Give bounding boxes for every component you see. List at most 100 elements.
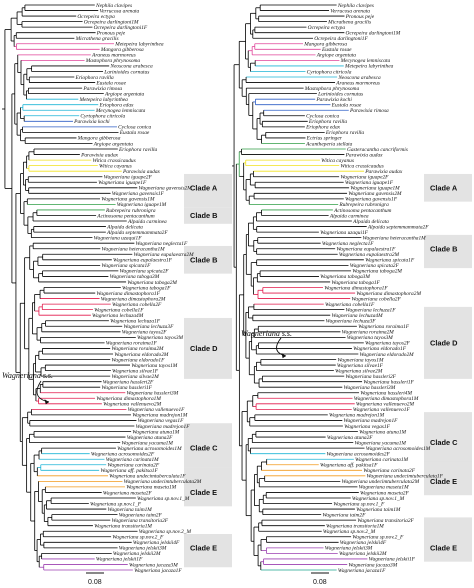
taxon-label: Wagneriana aff. pakitsa1F xyxy=(100,467,158,474)
taxon-label: Wagneriana acrosomoides1M xyxy=(117,446,182,452)
taxon-label: Ocrepeira ectypa xyxy=(308,25,346,31)
taxon-label: Wagneriana eupalaestra1F xyxy=(336,247,396,253)
taxon-label: Argiope argentata xyxy=(93,141,134,147)
taxon-label: Mangora gibberosa xyxy=(77,136,121,142)
clade-box xyxy=(424,306,472,379)
taxon-label: Pronous peje xyxy=(345,14,375,20)
taxon-label: Larinioides cornutus xyxy=(103,69,149,75)
taxon-label: Wagneriana jelskii3M xyxy=(119,546,167,552)
taxon-label: Wagneriana jacaza1F xyxy=(338,568,386,574)
taxon-label: Eriophora edax xyxy=(305,125,341,131)
taxon-label: Parawixia audax xyxy=(122,169,161,175)
taxon-label: Mangora gibberosa xyxy=(303,42,347,48)
taxon-label: Parawixia kochi xyxy=(315,97,352,103)
taxon-label: Metepeira labyrinthea xyxy=(79,97,129,103)
clade-box xyxy=(424,412,472,462)
taxon-label: Argiope argentata xyxy=(104,91,145,97)
taxon-label: Wagneriana silvae2M xyxy=(111,374,159,380)
clade-box xyxy=(184,207,232,224)
taxon-label: Wagneriana maseta1M xyxy=(359,485,409,491)
taxon-label: Eriophora ravilla xyxy=(118,147,157,153)
taxon-label: Gasteracantha cancriformis xyxy=(347,146,408,153)
wagneriana-ss-label: Wagneriana s.s. xyxy=(2,371,53,380)
clade-boxes xyxy=(184,173,232,568)
taxon-label: Wagneriana transitoria2F xyxy=(112,518,169,524)
taxon-label: Alpaida delicata xyxy=(352,219,389,225)
taxon-label: Wagneriana yacuma1M xyxy=(354,440,406,446)
taxon-label: Wagneriana jelskii2M xyxy=(339,551,387,557)
taxon-label: Wagneriana vegas1F xyxy=(344,424,390,430)
taxon-label: Nephila clavipes xyxy=(337,3,374,9)
taxon-label: Wagneriana transitoria1M xyxy=(326,523,384,529)
clade-box xyxy=(184,245,232,274)
taxon-label: Nephila clavipes xyxy=(95,3,132,9)
clade-label: Clade B xyxy=(190,255,218,264)
taxon-label: Wagneriana jelskii4F xyxy=(340,540,387,546)
clade-labels: Clade A Clade B Clade B Clade D Clade C Clade… xyxy=(190,183,218,552)
taxon-label: Wagneriana jelskii4F xyxy=(133,540,180,546)
taxon-label: Wagneriana madrejon1M xyxy=(132,413,188,419)
taxon-label: Wagneriana vegas1F xyxy=(138,418,184,424)
taxon-label: Ocrepeira darlingtoni1F xyxy=(94,25,148,31)
taxon-label: Rubrepeira rubronigra xyxy=(338,202,389,208)
taxon-label: Wagneriana maseta1M xyxy=(126,485,176,491)
clade-label: Clade B xyxy=(190,211,218,220)
taxon-label: Ectrius springer xyxy=(306,136,343,142)
taxon-label: Wagneriana taim1M xyxy=(356,507,401,513)
taxon-label: Wagneriana jelskii1F xyxy=(369,557,416,563)
clade-box xyxy=(184,423,232,468)
clade-box xyxy=(424,234,472,269)
taxon-label: Wagneriana carinata1M xyxy=(106,457,159,463)
taxon-label: Argiope argentata xyxy=(316,53,357,59)
taxon-label: Wagneriana dimastophora2M xyxy=(356,291,421,297)
clade-labels: Clade A Clade B Clade D Clade C Clade E Clade… xyxy=(430,183,458,552)
taxon-label: Wagneriana carinata2F xyxy=(107,463,159,469)
taxon-label: Wagneriana taboga1F xyxy=(122,285,171,291)
taxon-label: Micrathena gracilis xyxy=(327,19,371,25)
taxon-label: Wagneriana spicata1F xyxy=(101,263,151,269)
taxon-label: Wagneriana undecimtuberculata1F xyxy=(367,474,444,480)
taxon-label: Wagneriana cobella1F xyxy=(325,302,375,308)
taxon-label: Wagneriana eupalaestra2M xyxy=(133,252,194,258)
taxon-label: Witica cayanus xyxy=(321,158,354,164)
taxon-label: Wagneriana madrejon1F xyxy=(343,418,398,424)
taxon-label: Wagneriana atuna1M xyxy=(359,429,406,435)
taxon-label: Wagneriana undecimtuberculata2M xyxy=(342,479,420,485)
taxon-label: Wagneriana dimastophora1F xyxy=(324,285,388,291)
taxon-label: Larinioides cornutus xyxy=(317,91,363,97)
taxon-label: Wagneriana jelskii1F xyxy=(96,557,143,563)
taxon-label: Wagneriana hassleri4M xyxy=(360,391,412,397)
taxon-label: Wagneriana hassleri3M xyxy=(126,391,178,397)
taxon-label: Wagneriana gavensis1F xyxy=(112,191,165,197)
taxon-label: Wagneriana hassleri2F xyxy=(345,374,396,380)
taxon-label: Wagneriana maseta2F xyxy=(103,490,152,496)
taxon-label: Alpaida carminea xyxy=(127,219,167,225)
taxon-label: Wagneriana roraima1F xyxy=(358,324,410,330)
taxon-label: Wagneriana silvae1F xyxy=(112,368,159,374)
taxon-label: Wagneriana iguape1F xyxy=(98,180,147,186)
taxon-label: Wagneriana neglecta1F xyxy=(322,241,374,247)
taxon-label: Wagneriana transitoria1M xyxy=(94,523,152,529)
taxon-label: Parawixia rimosa xyxy=(349,108,389,114)
taxon-label: Eustala rosae xyxy=(331,103,362,109)
taxon-label: Acantheperia stellata xyxy=(305,141,353,147)
taxon-label: Eriophora edax xyxy=(98,103,134,109)
taxon-label: Wagneriana cobella2F xyxy=(351,296,401,302)
taxon-label: Wagneriana sp.nov.1_F xyxy=(90,501,142,507)
taxon-label: Witica crassicaudus xyxy=(92,158,135,164)
taxon-label: Wagneriana sp.nov.2_M xyxy=(323,529,376,535)
taxon-label: Wagneriana dimastophora1M xyxy=(354,396,419,402)
taxon-label: Wagneriana heteracantha1M xyxy=(102,247,166,253)
taxon-label: Wagneriana iguape1M xyxy=(350,186,400,192)
taxon-label: Ocrepeira darlingtoni1M xyxy=(84,19,139,25)
taxon-label: Wagneriana sp.nov.2_M xyxy=(139,529,192,535)
clade-box xyxy=(184,533,232,568)
taxon-label: Wagneriana sp.nov.2_F xyxy=(352,535,404,541)
clade-label: Clade E xyxy=(190,488,217,497)
taxon-label: Witica cayanus xyxy=(99,163,132,169)
taxon-label: Wagneriana dimastophora2M xyxy=(101,296,166,302)
